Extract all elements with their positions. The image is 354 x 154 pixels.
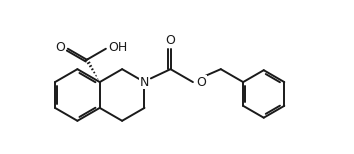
- Text: N: N: [140, 76, 149, 89]
- Text: O: O: [55, 41, 65, 54]
- Text: O: O: [166, 34, 176, 47]
- Text: O: O: [196, 76, 206, 89]
- Text: OH: OH: [109, 41, 128, 54]
